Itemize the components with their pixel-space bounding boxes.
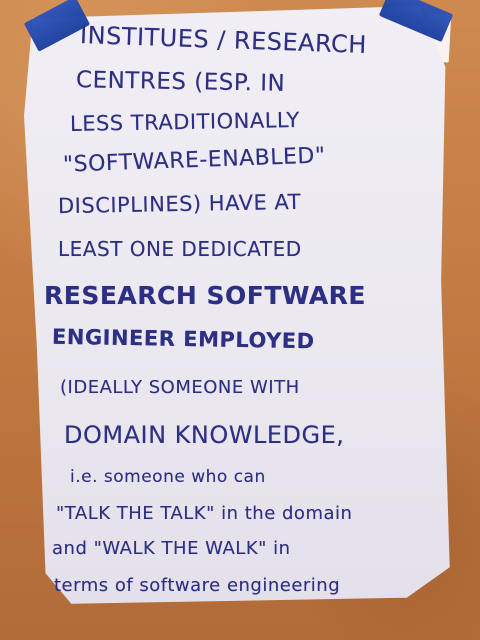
note-line-10: DOMAIN KNOWLEDGE,: [64, 421, 345, 449]
note-line-4: "SOFTWARE-ENABLED": [62, 143, 326, 178]
note-line-9: (IDEALLY SOMEONE WITH: [60, 377, 300, 398]
handwritten-note-sheet: [24, 6, 450, 604]
note-line-5: DISCIPLINES) HAVE AT: [57, 189, 302, 219]
note-line-2: CENTRES (ESP. IN: [75, 67, 286, 97]
note-line-13: and "WALK THE WALK" in: [52, 538, 291, 559]
note-line-3: LESS TRADITIONALLY: [69, 107, 300, 137]
note-line-12: "TALK THE TALK" in the domain: [56, 503, 353, 524]
note-line-1: INSTITUES / RESEARCH: [79, 21, 368, 59]
note-line-8: ENGINEER EMPLOYED: [51, 324, 315, 354]
note-line-11: i.e. someone who can: [70, 467, 266, 487]
note-line-14: terms of software engineering: [54, 575, 341, 596]
note-line-6: LEAST ONE DEDICATED: [58, 237, 302, 261]
note-line-7: RESEARCH SOFTWARE: [44, 281, 367, 310]
